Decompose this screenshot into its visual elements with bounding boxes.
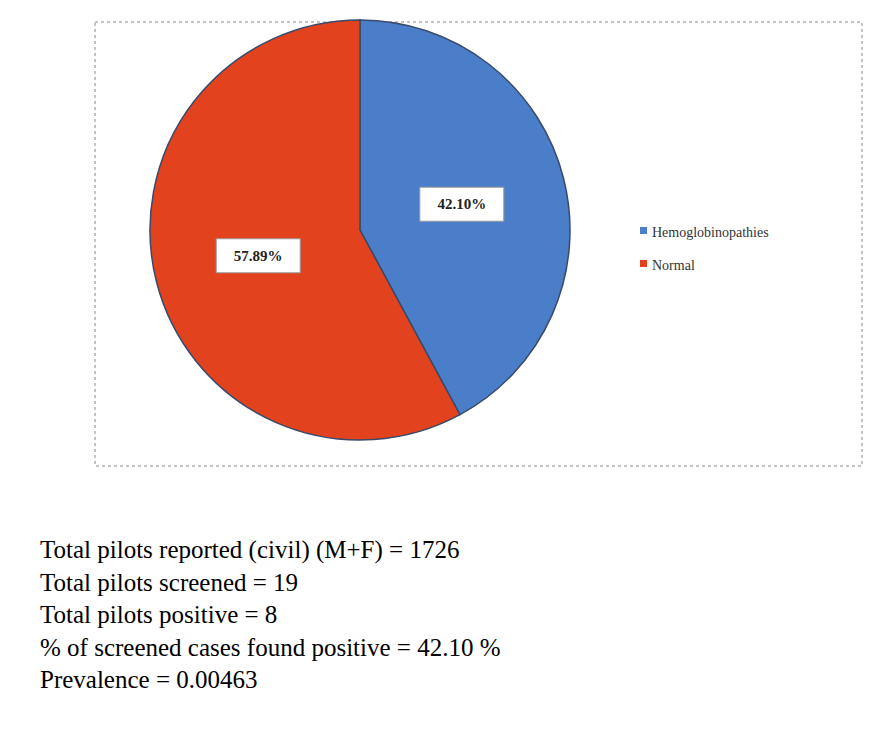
data-label-box <box>420 187 504 221</box>
data-label-group: 42.10% <box>420 187 504 221</box>
chart: 42.10% 57.89% Hemoglobinopathies Normal Tota… <box>0 0 888 738</box>
legend-label: Hemoglobinopathies <box>652 225 769 240</box>
annotation: Total pilots positive = 8 <box>40 601 277 628</box>
legend: Hemoglobinopathies Normal <box>640 225 769 273</box>
annotations: Total pilots reported (civil) (M+F) = 17… <box>40 536 501 693</box>
data-label-group: 57.89% <box>216 239 300 273</box>
data-label: 57.89% <box>234 248 283 264</box>
annotation: Total pilots screened = 19 <box>40 569 298 596</box>
annotation: % of screened cases found positive = 42.… <box>40 634 501 661</box>
data-label-box <box>216 239 300 273</box>
legend-label: Normal <box>652 258 695 273</box>
annotation: Prevalence = 0.00463 <box>40 666 258 693</box>
pie-slice <box>150 20 460 440</box>
data-label: 42.10% <box>437 196 486 212</box>
legend-swatch <box>640 227 647 234</box>
legend-swatch <box>640 260 647 267</box>
pie: 42.10% 57.89% <box>150 20 570 440</box>
annotation: Total pilots reported (civil) (M+F) = 17… <box>40 536 459 564</box>
